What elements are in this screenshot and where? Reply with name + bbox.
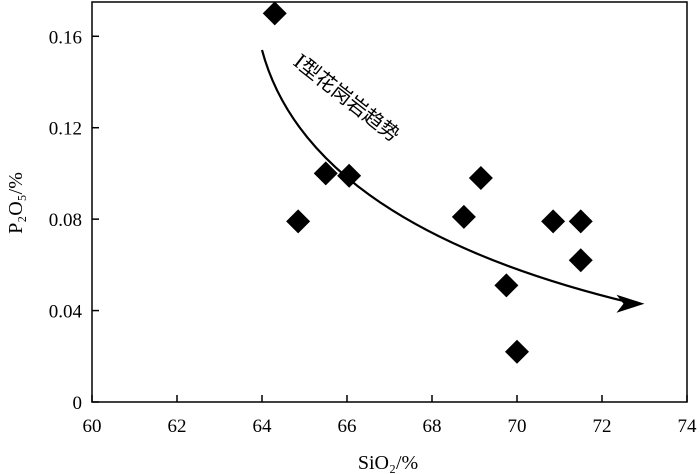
trend-curve bbox=[260, 49, 631, 304]
data-point bbox=[494, 273, 519, 298]
y-axis-title: P₂O₅/% bbox=[5, 172, 27, 234]
y-tick-label: 0.12 bbox=[49, 119, 82, 140]
x-tick-label: 74 bbox=[678, 416, 698, 437]
data-point bbox=[451, 204, 476, 229]
x-tick-label: 68 bbox=[423, 416, 442, 437]
y-tick-label: 0.04 bbox=[49, 302, 83, 323]
data-point bbox=[568, 248, 593, 273]
data-point bbox=[568, 209, 593, 234]
y-axis-ticks: 0 0.04 0.08 0.12 0.16 bbox=[49, 27, 99, 414]
data-point bbox=[262, 1, 287, 26]
data-points bbox=[262, 1, 593, 364]
x-axis-title: SiO₂/% bbox=[358, 452, 418, 474]
x-tick-label: 64 bbox=[253, 416, 273, 437]
x-tick-label: 62 bbox=[168, 416, 187, 437]
trend-label: I型花岗岩趋势 bbox=[289, 49, 405, 147]
x-tick-label: 66 bbox=[338, 416, 357, 437]
x-tick-label: 60 bbox=[83, 416, 102, 437]
y-tick-label: 0.16 bbox=[49, 27, 82, 48]
data-point bbox=[541, 209, 566, 234]
y-tick-label: 0 bbox=[73, 393, 83, 414]
y-tick-label: 0.08 bbox=[49, 210, 82, 231]
x-tick-label: 70 bbox=[508, 416, 527, 437]
trend-annotation: I型花岗岩趋势 bbox=[260, 49, 645, 313]
data-point bbox=[505, 339, 529, 364]
trend-arrowhead bbox=[616, 294, 645, 313]
data-point bbox=[468, 166, 493, 190]
x-tick-label: 72 bbox=[593, 416, 612, 437]
plot-area-frame bbox=[91, 1, 688, 403]
data-point bbox=[337, 163, 362, 188]
x-axis-ticks: 60 62 64 66 68 70 72 74 bbox=[83, 395, 698, 437]
data-point bbox=[313, 161, 338, 186]
data-point bbox=[286, 209, 311, 234]
